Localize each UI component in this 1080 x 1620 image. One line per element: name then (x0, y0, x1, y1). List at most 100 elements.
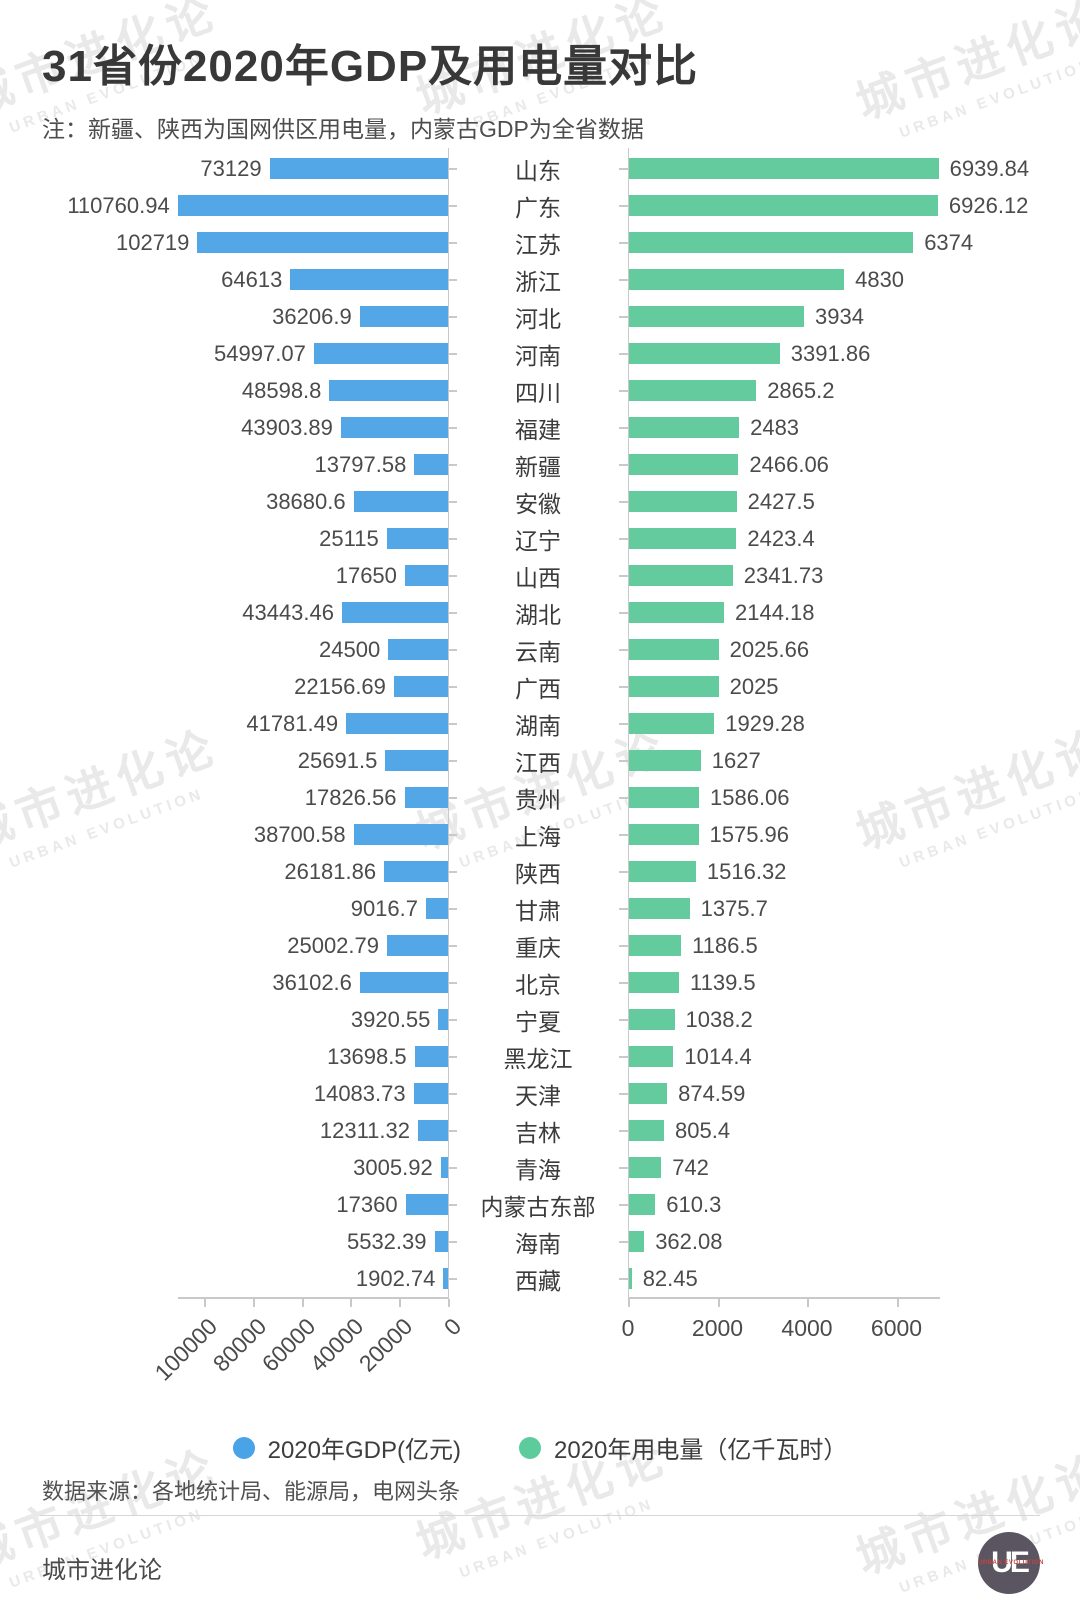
electricity-value-label: 2025.66 (729, 636, 810, 662)
gdp-bar (387, 935, 448, 956)
electricity-bar (628, 1231, 645, 1252)
gdp-value-label: 43443.46 (242, 599, 334, 625)
gdp-bar (346, 713, 448, 734)
gdp-bar (404, 565, 448, 586)
chart-row: 36206.9 河北 3934 (40, 298, 1040, 335)
axis-tick (896, 1299, 899, 1307)
axis-tick (619, 1166, 628, 1169)
electricity-bar (628, 232, 914, 253)
electricity-cell: 1575.96 (628, 822, 1040, 848)
gdp-cell: 73129 (40, 156, 448, 182)
electricity-value-label: 1929.28 (725, 710, 805, 736)
electricity-cell: 742 (628, 1155, 1040, 1181)
chart-row: 12311.32 吉林 805.4 (40, 1112, 1040, 1149)
electricity-bar (628, 1083, 668, 1104)
axis-tick (448, 796, 457, 799)
electricity-bar (628, 158, 939, 179)
gdp-bar (438, 1009, 448, 1030)
province-label: 河北 (515, 305, 561, 332)
gdp-bar (353, 824, 448, 845)
gdp-bar (440, 1157, 448, 1178)
gdp-bar (329, 380, 448, 401)
axis-tick (448, 500, 457, 503)
province-label: 新疆 (515, 453, 561, 480)
electricity-cell: 1038.2 (628, 1007, 1040, 1033)
electricity-cell: 4830 (628, 267, 1040, 293)
electricity-bar (628, 343, 780, 364)
gdp-value-label: 3920.55 (350, 1006, 431, 1032)
province-label: 湖南 (515, 712, 561, 739)
gdp-axis-line (448, 148, 449, 1297)
province-label: 河南 (515, 342, 561, 369)
chart-row: 26181.86 陕西 1516.32 (40, 853, 1040, 890)
electricity-bar (628, 602, 724, 623)
gdp-bar (426, 898, 448, 919)
province-cell: 青海 (448, 1151, 628, 1185)
gdp-cell: 13698.5 (40, 1044, 448, 1070)
electricity-value-label: 1575.96 (709, 821, 790, 847)
province-label: 广西 (515, 675, 561, 702)
gdp-value-label: 25115 (319, 525, 379, 551)
axis-tick (448, 648, 457, 651)
gdp-cell: 38680.6 (40, 489, 448, 515)
axis-tick (717, 1299, 720, 1307)
electricity-value-label: 1038.2 (685, 1006, 753, 1032)
gdp-value-label: 41781.49 (246, 710, 339, 736)
electricity-cell: 362.08 (628, 1229, 1040, 1255)
electricity-cell: 2865.2 (628, 378, 1040, 404)
electricity-legend-label: 2020年用电量（亿千瓦时） (554, 1437, 848, 1464)
electricity-value-label: 6939.84 (949, 155, 1030, 181)
axis-tick (619, 352, 628, 355)
chart-row: 25115 辽宁 2423.4 (40, 520, 1040, 557)
electricity-cell: 82.45 (628, 1266, 1040, 1292)
gdp-value-label: 22156.69 (294, 673, 386, 699)
gdp-cell: 38700.58 (40, 822, 448, 848)
axis-tick (619, 1018, 628, 1021)
axis-tick (448, 537, 457, 540)
province-label: 广东 (515, 194, 561, 221)
chart-row: 64613 浙江 4830 (40, 261, 1040, 298)
gdp-value-label: 17650 (335, 562, 397, 588)
electricity-cell: 2427.5 (628, 489, 1040, 515)
gdp-value-label: 25002.79 (287, 932, 379, 958)
province-label: 西藏 (515, 1267, 561, 1294)
axis-tick (619, 241, 628, 244)
chart-row: 22156.69 广西 2025 (40, 668, 1040, 705)
province-cell: 西藏 (448, 1262, 628, 1296)
province-cell: 重庆 (448, 929, 628, 963)
chart-row: 48598.8 四川 2865.2 (40, 372, 1040, 409)
axis-tick (628, 1299, 630, 1307)
gdp-value-label: 36102.6 (272, 969, 352, 995)
electricity-cell: 3934 (628, 304, 1040, 330)
electricity-x-axis-line (628, 1297, 940, 1299)
axis-tick (619, 796, 628, 799)
province-cell: 浙江 (448, 263, 628, 297)
axis-tick (619, 500, 628, 503)
axis-tick (619, 611, 628, 614)
province-cell: 云南 (448, 633, 628, 667)
chart-row: 54997.07 河南 3391.86 (40, 335, 1040, 372)
gdp-bar (385, 750, 448, 771)
province-cell: 江苏 (448, 226, 628, 260)
electricity-value-label: 874.59 (678, 1080, 746, 1106)
gdp-bar (413, 1083, 448, 1104)
province-cell: 黑龙江 (448, 1040, 628, 1074)
electricity-bar (628, 898, 690, 919)
electricity-bar (628, 1046, 674, 1067)
electricity-value-label: 2144.18 (735, 599, 815, 625)
electricity-bar (628, 972, 679, 993)
gdp-value-label: 38700.58 (253, 821, 346, 847)
chart-row: 13797.58 新疆 2466.06 (40, 446, 1040, 483)
gdp-cell: 24500 (40, 637, 448, 663)
gdp-value-label: 64613 (221, 266, 283, 292)
axis-tick (448, 241, 457, 244)
chart-row: 13698.5 黑龙江 1014.4 (40, 1038, 1040, 1075)
gdp-bar (290, 269, 448, 290)
axis-tick (448, 204, 457, 207)
gdp-cell: 17826.56 (40, 785, 448, 811)
axis-tick (252, 1299, 255, 1307)
chart-row: 9016.7 甘肃 1375.7 (40, 890, 1040, 927)
gdp-bar (359, 306, 448, 327)
gdp-cell: 17360 (40, 1192, 448, 1218)
